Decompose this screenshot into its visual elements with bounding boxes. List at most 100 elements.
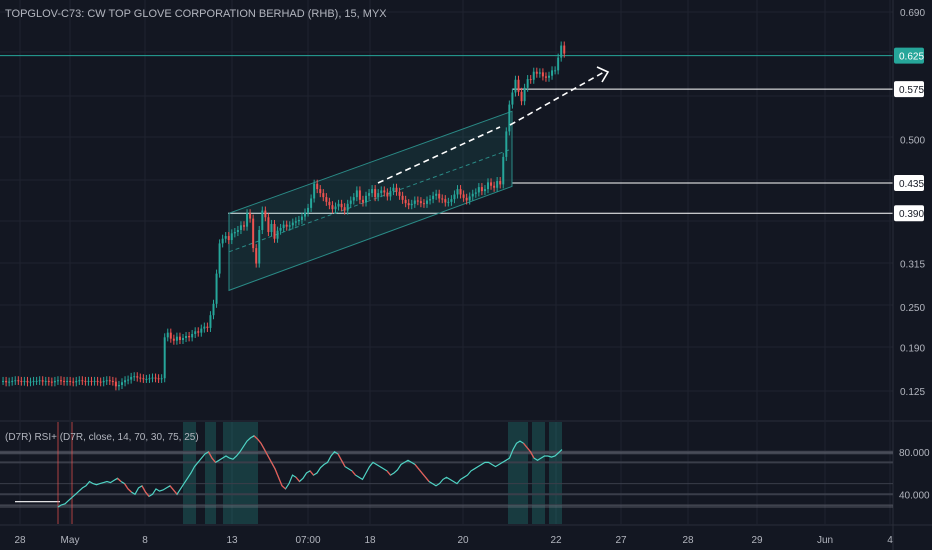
candle-body	[541, 72, 544, 77]
candle-body	[84, 380, 87, 382]
price-label-1: 0.575	[899, 85, 924, 96]
candle-body	[389, 191, 392, 197]
price-label-0: 0.625	[899, 52, 924, 63]
arrow-head	[596, 66, 610, 83]
price-tick-label: 0.690	[900, 8, 925, 19]
candle-body	[368, 193, 371, 196]
candle-body	[194, 331, 197, 334]
candle-body	[462, 194, 465, 198]
candle-body	[285, 224, 288, 227]
candle-body	[346, 203, 349, 211]
candle-body	[310, 198, 313, 208]
candle-body	[102, 380, 105, 383]
candle-body	[340, 203, 343, 208]
candle-body	[487, 182, 489, 190]
candle-body	[453, 194, 456, 200]
candle-body	[239, 225, 242, 231]
candle-body	[32, 380, 35, 382]
trend-channel[interactable]	[228, 110, 513, 292]
candle-body	[227, 236, 230, 241]
candle-body	[517, 79, 520, 92]
rsi-down-segment	[260, 442, 266, 450]
time-tick-label: 22	[550, 535, 562, 546]
rsi-down-segment	[421, 472, 426, 478]
candle-body	[35, 380, 38, 382]
candle-body	[450, 199, 453, 202]
candle-body	[297, 219, 300, 222]
dashed-arrow-1	[377, 126, 501, 184]
candle-body	[75, 380, 78, 383]
candle-body	[331, 205, 334, 210]
time-tick-label: May	[61, 535, 80, 546]
candle-body	[72, 381, 75, 383]
rsi-down-segment	[169, 485, 174, 491]
candle-body	[258, 230, 261, 264]
candle-body	[371, 189, 374, 194]
rsi-down-segment	[337, 453, 343, 461]
candlestick-series	[2, 41, 566, 391]
candle-body	[459, 189, 462, 195]
candle-body	[432, 195, 435, 200]
rsi-down-segment	[425, 476, 430, 482]
candle-body	[178, 336, 181, 341]
candle-body	[395, 187, 398, 192]
price-label-2: 0.435	[899, 179, 924, 190]
rsi-oversold-band	[0, 504, 893, 508]
rsi-down-segment	[145, 491, 150, 497]
time-tick-label: 07:00	[295, 535, 320, 546]
candle-body	[111, 380, 114, 382]
candle-body	[87, 380, 90, 382]
candle-body	[505, 131, 508, 157]
rsi-down-segment	[263, 449, 269, 457]
rsi-highlight-4	[532, 422, 545, 524]
candle-body	[435, 193, 438, 196]
candle-body	[520, 91, 523, 102]
time-tick-label: 29	[751, 535, 763, 546]
candle-body	[355, 190, 358, 198]
candle-body	[291, 222, 294, 226]
rsi-title: (D7R) RSI+ (D7R, close, 14, 70, 30, 75, …	[5, 432, 199, 443]
candle-body	[438, 193, 441, 199]
candle-body	[398, 191, 401, 196]
candle-body	[465, 197, 468, 201]
candle-body	[429, 199, 432, 201]
candle-body	[5, 380, 8, 383]
candle-body	[63, 380, 66, 382]
candle-body	[20, 380, 23, 382]
candle-body	[8, 381, 11, 383]
candle-body	[426, 200, 428, 204]
candle-body	[282, 224, 285, 228]
candle-body	[78, 380, 81, 382]
candle-body	[557, 57, 560, 71]
candle-body	[288, 225, 291, 227]
candle-body	[358, 190, 361, 200]
candle-body	[267, 217, 270, 233]
candle-body	[151, 377, 154, 379]
candle-body	[422, 203, 425, 205]
candle-body	[163, 337, 166, 379]
candle-body	[313, 183, 316, 199]
dashed-arrow-drawings[interactable]	[377, 66, 610, 184]
rsi-down-segment	[340, 459, 346, 467]
candle-body	[407, 203, 410, 206]
candle-body	[560, 45, 563, 58]
rsi-down-segment	[418, 468, 423, 474]
candle-body	[145, 378, 148, 380]
rsi-down-segment	[274, 468, 280, 478]
horizontal-levels[interactable]	[0, 55, 893, 214]
candle-body	[264, 210, 267, 218]
candle-body	[319, 189, 322, 194]
candle-body	[99, 381, 102, 383]
candle-body	[233, 232, 236, 234]
candle-body	[127, 379, 130, 381]
candle-body	[456, 189, 459, 195]
time-tick-label: 27	[615, 535, 627, 546]
candle-body	[50, 381, 53, 383]
rsi-down-segment	[529, 451, 535, 459]
candle-body	[249, 213, 252, 219]
candle-body	[218, 243, 221, 274]
candle-body	[554, 70, 557, 72]
candle-body	[197, 331, 200, 333]
candle-body	[322, 193, 325, 198]
